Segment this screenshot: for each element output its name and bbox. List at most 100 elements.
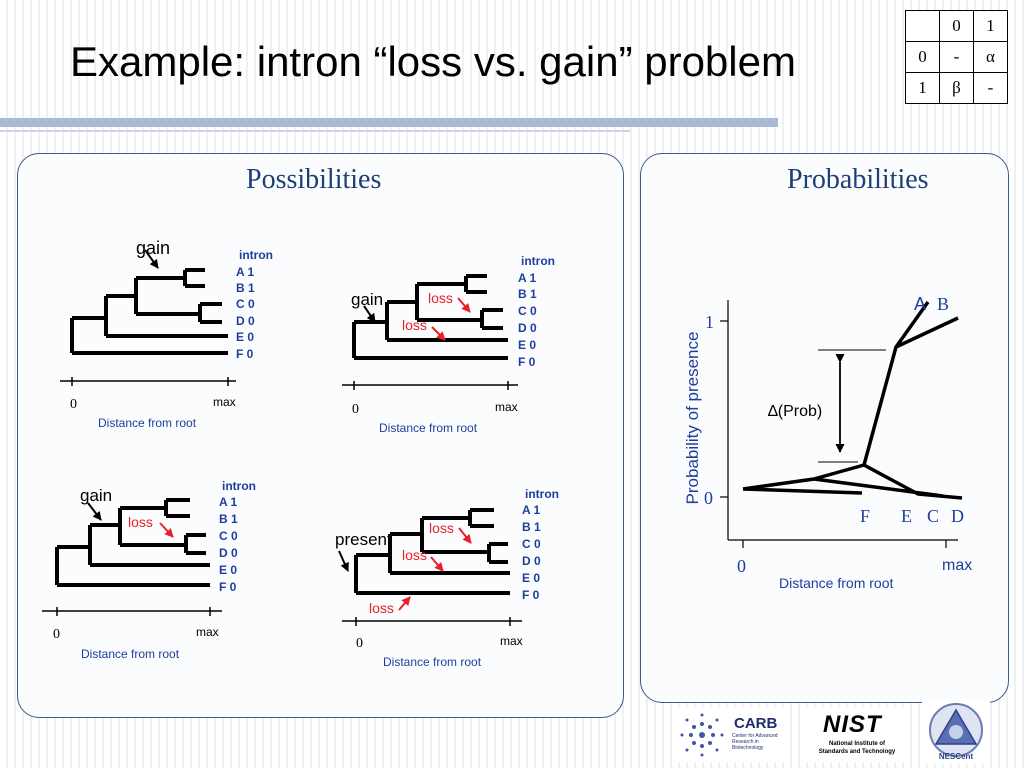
leaf-label-c: C [927,506,939,526]
axis-zero: 0 [356,636,363,651]
species-row: D 0 [236,314,255,328]
leaf-label-e: E [901,506,912,526]
axis-zero: 0 [70,397,77,412]
species-row: D 0 [522,554,541,568]
species-row: D 0 [518,321,537,335]
leaf-label-a: A [914,294,926,314]
carb-name: CARB [734,715,778,732]
axis-max: max [500,634,523,648]
loss-label: loss [429,520,454,536]
species-row: F 0 [522,588,540,602]
probabilities-panel [640,153,1009,703]
matrix-cell: - [973,72,1008,104]
loss-arrow [430,556,444,572]
loss-label: loss [402,547,427,563]
axis-caption: Distance from root [81,647,180,661]
y-bottom-label: 0 [704,488,713,508]
species-row: A 1 [219,495,238,509]
carb-logo: CARB Center for Advanced Research in Bio… [676,707,790,762]
matrix-row-header: 0 [905,41,940,73]
y-axis-label: Probability of presence [683,332,702,505]
species-row: A 1 [236,265,255,279]
gain-arrow [144,249,159,269]
axis-max: max [213,395,236,409]
present-label: present [335,530,392,549]
matrix-cell: - [939,41,974,73]
loss-arrow [458,527,472,544]
matrix-row-header: 1 [905,72,940,104]
nescent-logo: NESCent [922,700,990,764]
axis-max: max [495,400,518,414]
x-axis-label: Distance from root [779,575,893,591]
x-max-label: max [942,557,972,574]
species-row: A 1 [518,271,537,285]
tree-branches [55,498,210,587]
gain-label: gain [351,290,383,309]
nescent-name: NESCent [938,752,974,761]
nist-name: NIST [823,711,882,738]
axis-caption: Distance from root [98,416,197,430]
axis-caption: Distance from root [383,655,482,669]
species-row: F 0 [219,580,237,594]
loss-label: loss [128,514,153,530]
species-row: E 0 [518,338,536,352]
slide-title: Example: intron “loss vs. gain” problem [70,38,796,85]
axis-caption: Distance from root [379,421,478,435]
species-row: E 0 [522,571,540,585]
axis-zero: 0 [352,402,359,417]
leaf-label-d: D [951,506,964,526]
species-row: D 0 [219,546,238,560]
gain-label: gain [80,486,112,505]
probability-plot: Probability of presence 1 0 0 max Distan… [683,294,972,591]
intron-header: intron [525,487,559,501]
species-row: A 1 [522,503,541,517]
species-row: B 1 [236,281,255,295]
probabilities-title: Probabilities [787,164,929,195]
loss-label: loss [402,317,427,333]
species-row: B 1 [522,520,541,534]
loss-arrow [159,522,174,538]
loss-arrow [431,326,446,341]
gain-arrow [87,502,102,521]
species-row: B 1 [518,287,537,301]
carb-subtitle: Center for Advanced Research in Biotechn… [732,733,778,751]
species-row: F 0 [518,355,536,369]
species-row: B 1 [219,512,238,526]
intron-header: intron [222,479,256,493]
leaf-label-f: F [860,506,870,526]
matrix-col-header: 0 [939,10,974,42]
species-row: E 0 [236,330,254,344]
y-top-label: 1 [705,312,714,332]
tree-gain-one-loss: gain loss intron A 1 B 1 C 0 D 0 E 0 F 0… [42,479,256,661]
species-row: F 0 [236,347,254,361]
probability-tree [742,300,963,500]
x-zero-label: 0 [737,556,746,576]
tree-gain-single: gain intron A 1 B 1 C 0 D 0 E 0 F 0 0 ma… [60,238,273,430]
species-row: C 0 [236,297,255,311]
transition-matrix: 0 1 0 - α 1 β - [905,10,1008,104]
gain-label: gain [136,238,170,258]
species-row: E 0 [219,563,237,577]
loss-label: loss [428,290,453,306]
loss-arrow [457,297,471,313]
species-row: C 0 [518,304,537,318]
delta-label: ∆(Prob) [768,403,822,420]
matrix-corner [905,10,940,42]
title-underline [0,118,778,127]
axis-max: max [196,625,219,639]
axis-zero: 0 [53,627,60,642]
possibilities-panel [17,153,624,718]
intron-header: intron [521,254,555,268]
tree-branches [354,508,510,595]
species-row: C 0 [522,537,541,551]
nist-logo: NIST National Institute of Standards and… [806,707,906,762]
tree-gain-two-losses: gain loss loss intron A 1 B 1 C 0 D 0 E … [342,254,555,435]
loss-label: loss [369,600,394,616]
nist-subtitle: National Institute of Standards and Tech… [818,741,896,755]
tree-present-three-losses: present loss loss loss intron A 1 B 1 C … [335,487,559,669]
present-arrow [338,550,349,572]
gain-arrow [363,305,376,323]
loss-arrow [398,596,411,611]
nescent-emblem-icon [929,703,983,757]
